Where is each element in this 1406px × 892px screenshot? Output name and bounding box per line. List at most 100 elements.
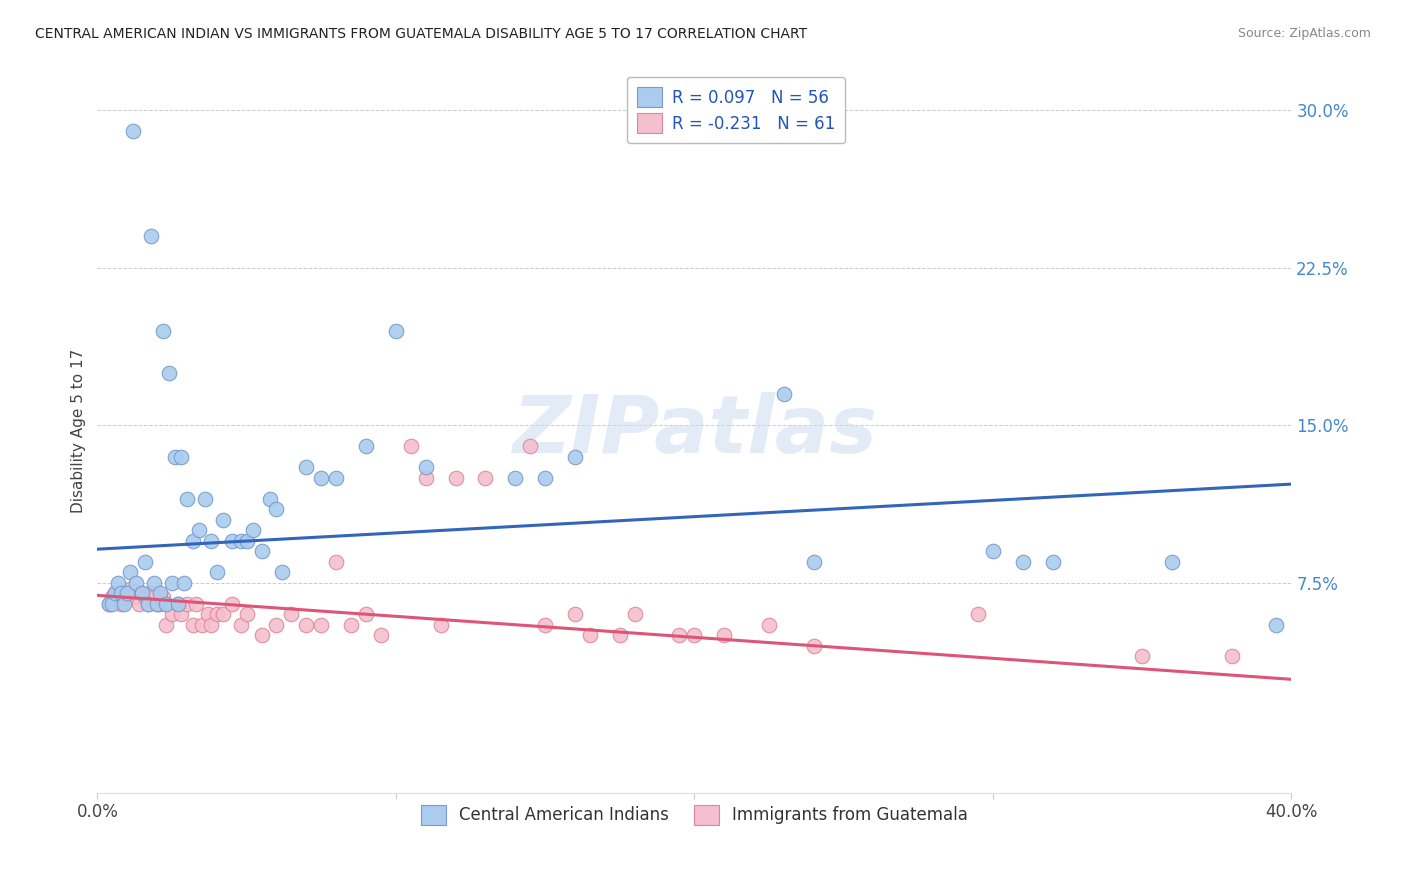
- Point: [98, 597, 121, 611]
- Point: [295, 617, 318, 632]
- Point: [200, 533, 222, 548]
- Legend: Central American Indians, Immigrants from Guatemala: Central American Indians, Immigrants fro…: [411, 795, 979, 835]
- Point: [981, 544, 1004, 558]
- Point: [194, 491, 217, 506]
- Point: [107, 586, 129, 600]
- Point: [128, 597, 150, 611]
- Point: [354, 607, 377, 622]
- Point: [101, 597, 124, 611]
- Point: [1220, 649, 1243, 664]
- Point: [131, 586, 153, 600]
- Point: [609, 628, 631, 642]
- Point: [309, 471, 332, 485]
- Point: [146, 597, 169, 611]
- Point: [136, 597, 159, 611]
- Point: [773, 387, 796, 401]
- Point: [354, 439, 377, 453]
- Point: [967, 607, 990, 622]
- Point: [1161, 555, 1184, 569]
- Point: [211, 607, 233, 622]
- Point: [503, 471, 526, 485]
- Point: [107, 575, 129, 590]
- Point: [668, 628, 690, 642]
- Point: [444, 471, 467, 485]
- Point: [120, 582, 142, 596]
- Point: [163, 450, 186, 464]
- Point: [325, 555, 347, 569]
- Point: [173, 575, 195, 590]
- Point: [112, 591, 135, 605]
- Point: [309, 617, 332, 632]
- Point: [221, 597, 243, 611]
- Point: [98, 597, 121, 611]
- Point: [120, 566, 142, 580]
- Point: [1265, 617, 1288, 632]
- Point: [152, 324, 174, 338]
- Point: [399, 439, 422, 453]
- Point: [280, 607, 302, 622]
- Point: [181, 533, 204, 548]
- Point: [146, 597, 169, 611]
- Point: [250, 544, 273, 558]
- Point: [229, 617, 252, 632]
- Point: [176, 491, 198, 506]
- Point: [184, 597, 207, 611]
- Point: [415, 460, 437, 475]
- Point: [170, 450, 193, 464]
- Point: [139, 586, 162, 600]
- Point: [229, 533, 252, 548]
- Point: [191, 617, 214, 632]
- Point: [579, 628, 602, 642]
- Point: [295, 460, 318, 475]
- Point: [519, 439, 541, 453]
- Text: ZIPatlas: ZIPatlas: [512, 392, 877, 469]
- Point: [1042, 555, 1064, 569]
- Point: [155, 597, 177, 611]
- Point: [110, 586, 132, 600]
- Point: [534, 471, 557, 485]
- Point: [112, 597, 135, 611]
- Point: [136, 597, 159, 611]
- Point: [1130, 649, 1153, 664]
- Point: [415, 471, 437, 485]
- Point: [131, 586, 153, 600]
- Text: Source: ZipAtlas.com: Source: ZipAtlas.com: [1237, 27, 1371, 40]
- Point: [758, 617, 780, 632]
- Point: [143, 575, 166, 590]
- Point: [110, 597, 132, 611]
- Point: [149, 597, 172, 611]
- Point: [167, 597, 190, 611]
- Point: [205, 566, 228, 580]
- Point: [803, 639, 825, 653]
- Point: [200, 617, 222, 632]
- Point: [683, 628, 706, 642]
- Point: [134, 555, 156, 569]
- Point: [170, 607, 193, 622]
- Point: [429, 617, 451, 632]
- Point: [623, 607, 645, 622]
- Point: [160, 607, 183, 622]
- Point: [370, 628, 392, 642]
- Point: [187, 523, 209, 537]
- Point: [713, 628, 735, 642]
- Point: [211, 513, 233, 527]
- Point: [259, 491, 281, 506]
- Point: [474, 471, 496, 485]
- Point: [104, 586, 127, 600]
- Point: [152, 591, 174, 605]
- Point: [266, 617, 288, 632]
- Point: [143, 591, 166, 605]
- Point: [139, 229, 162, 244]
- Point: [181, 617, 204, 632]
- Point: [197, 607, 219, 622]
- Point: [534, 617, 557, 632]
- Point: [167, 597, 190, 611]
- Point: [1011, 555, 1033, 569]
- Point: [325, 471, 347, 485]
- Point: [235, 607, 257, 622]
- Point: [104, 586, 127, 600]
- Point: [221, 533, 243, 548]
- Point: [149, 586, 172, 600]
- Point: [134, 591, 156, 605]
- Point: [157, 366, 180, 380]
